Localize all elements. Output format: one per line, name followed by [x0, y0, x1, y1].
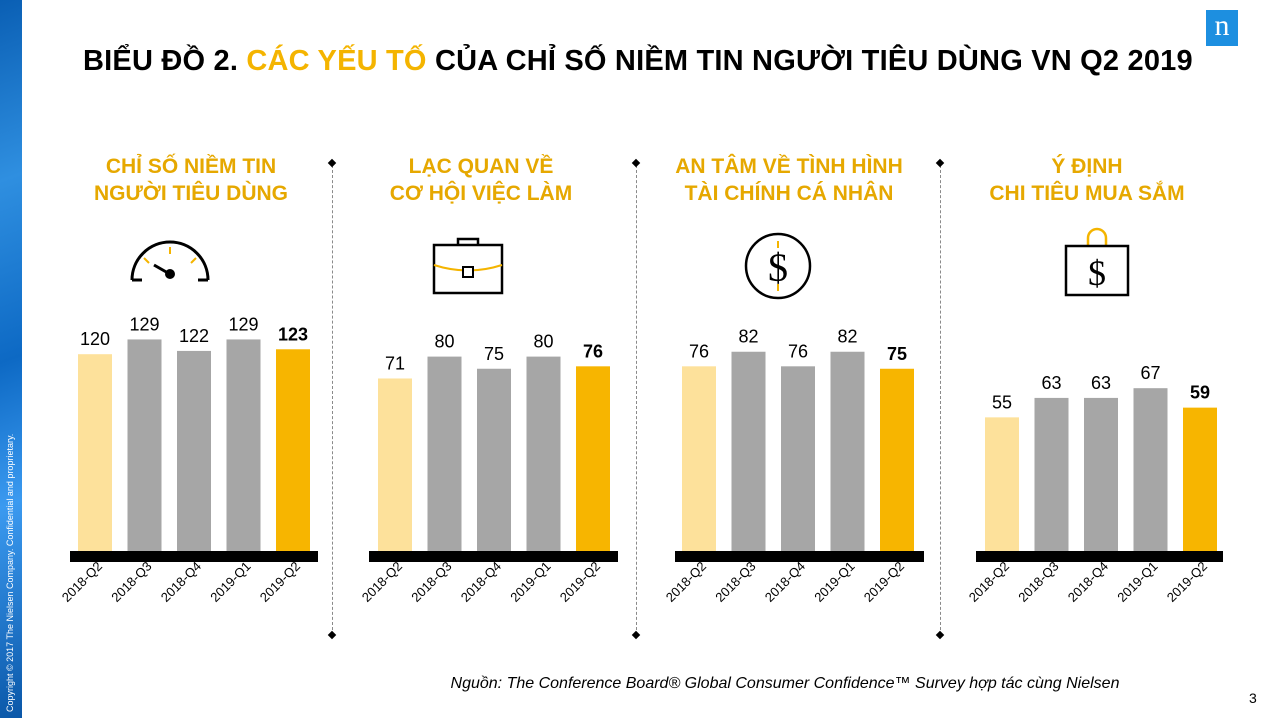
chart-bar	[1183, 407, 1217, 551]
panel-title-personal-finances: AN TÂM VỀ TÌNH HÌNH TÀI CHÍNH CÁ NHÂN	[659, 153, 919, 207]
panel-title-line: CHỈ SỐ NIỀM TIN	[105, 155, 277, 178]
category-tick-label: 2018-Q3	[108, 559, 154, 605]
chart-bar	[781, 366, 815, 551]
shopping-bag-dollar-icon: $	[1064, 227, 1130, 297]
chart-baseline	[369, 551, 618, 562]
bar-data-label: 120	[80, 329, 110, 349]
category-tick-label: 2019-Q2	[861, 559, 907, 605]
nielsen-logo: n	[1206, 10, 1238, 46]
panel-title-spending-intentions: Ý ĐỊNH CHI TIÊU MUA SẮM	[957, 153, 1217, 207]
svg-text:$: $	[768, 245, 788, 290]
bar-data-label: 55	[992, 392, 1012, 412]
chart-bar	[78, 354, 112, 551]
chart-bar	[985, 417, 1019, 551]
chart-bar	[276, 349, 310, 551]
speedometer-icon	[130, 240, 210, 282]
panel-title-job-prospects: LẠC QUAN VỀ CƠ HỘI VIỆC LÀM	[351, 153, 611, 207]
bar-data-label: 122	[179, 326, 209, 346]
chart-bar	[226, 339, 261, 551]
chart-bar	[477, 368, 511, 551]
chart-bar	[880, 368, 914, 551]
panel-divider	[940, 165, 941, 635]
bar-data-label: 76	[689, 341, 709, 361]
category-tick-label: 2019-Q2	[557, 559, 603, 605]
bar-data-label: 80	[533, 332, 553, 352]
slide-title: BIỂU ĐỒ 2. CÁC YẾU TỐ CỦA CHỈ SỐ NIỀM TI…	[83, 42, 1193, 80]
title-suffix: CỦA CHỈ SỐ NIỀM TIN NGƯỜI TIÊU DÙNG VN Q…	[434, 45, 1193, 77]
chart-bar	[682, 366, 716, 551]
category-tick-label: 2019-Q2	[257, 559, 303, 605]
chart-bar	[177, 350, 211, 551]
chart-bar	[1084, 397, 1118, 551]
panel-title-line: NGƯỜI TIÊU DÙNG	[93, 182, 288, 205]
category-tick-label: 2019-Q2	[1164, 559, 1210, 605]
category-tick-label: 2018-Q3	[1015, 559, 1061, 605]
category-tick-label: 2019-Q1	[811, 559, 857, 605]
dollar-coin-icon: $	[744, 232, 812, 300]
source-note: Nguồn: The Conference Board® Global Cons…	[450, 675, 1120, 692]
chart-bar	[378, 378, 412, 551]
bar-data-label: 76	[583, 341, 603, 361]
chart-bar	[427, 356, 462, 551]
bar-data-label: 75	[887, 344, 907, 364]
category-tick-label: 2018-Q2	[59, 559, 105, 605]
chart-bar	[830, 351, 865, 551]
bar-data-label: 71	[385, 353, 405, 373]
bar-data-label: 123	[278, 324, 308, 344]
chart-baseline	[976, 551, 1223, 562]
bar-data-label: 82	[837, 327, 857, 347]
title-prefix: BIỂU ĐỒ 2.	[83, 45, 239, 77]
category-tick-label: 2018-Q4	[1065, 559, 1111, 605]
chart-bar	[1133, 388, 1168, 551]
panel-divider	[636, 165, 637, 635]
category-tick-label: 2019-Q1	[1114, 559, 1160, 605]
category-tick-label: 2018-Q4	[158, 559, 204, 605]
category-tick-label: 2018-Q3	[712, 559, 758, 605]
page-number: 3	[1249, 690, 1257, 706]
title-highlight: CÁC YẾU TỐ	[246, 45, 427, 77]
category-tick-label: 2018-Q3	[408, 559, 454, 605]
bar-data-label: 76	[788, 341, 808, 361]
panel-title-line: LẠC QUAN VỀ	[408, 155, 554, 178]
panel-title-line: CHI TIÊU MUA SẮM	[989, 182, 1185, 205]
category-tick-label: 2018-Q2	[966, 559, 1012, 605]
bar-data-label: 67	[1140, 363, 1160, 383]
bar-data-label: 82	[738, 327, 758, 347]
bar-data-label: 80	[434, 332, 454, 352]
briefcase-icon	[432, 237, 504, 295]
category-tick-label: 2019-Q1	[507, 559, 553, 605]
category-tick-label: 2018-Q2	[663, 559, 709, 605]
chart-bar	[576, 366, 610, 551]
chart-bar	[1034, 397, 1069, 551]
panel-title-confidence-index: CHỈ SỐ NIỀM TIN NGƯỜI TIÊU DÙNG	[61, 153, 321, 207]
bar-data-label: 59	[1190, 383, 1210, 403]
panel-divider	[332, 165, 333, 635]
category-tick-label: 2019-Q1	[207, 559, 253, 605]
panel-title-line: CƠ HỘI VIỆC LÀM	[389, 182, 573, 205]
bar-data-label: 63	[1091, 373, 1111, 393]
chart-baseline	[70, 551, 318, 562]
left-decorative-strip	[0, 0, 22, 718]
bar-data-label: 75	[484, 344, 504, 364]
svg-text:$: $	[1088, 253, 1106, 293]
bar-data-label: 129	[129, 314, 159, 334]
chart-bar	[731, 351, 766, 551]
category-tick-label: 2018-Q4	[458, 559, 504, 605]
panel-title-line: AN TÂM VỀ TÌNH HÌNH	[675, 155, 903, 178]
chart-baseline	[675, 551, 924, 562]
category-tick-label: 2018-Q4	[762, 559, 808, 605]
panel-title-line: TÀI CHÍNH CÁ NHÂN	[684, 182, 894, 205]
panel-title-line: Ý ĐỊNH	[1051, 155, 1123, 178]
category-tick-label: 2018-Q2	[359, 559, 405, 605]
bar-data-label: 63	[1041, 373, 1061, 393]
chart-bar	[127, 339, 162, 551]
chart-bar	[526, 356, 561, 551]
bar-data-label: 129	[228, 314, 258, 334]
